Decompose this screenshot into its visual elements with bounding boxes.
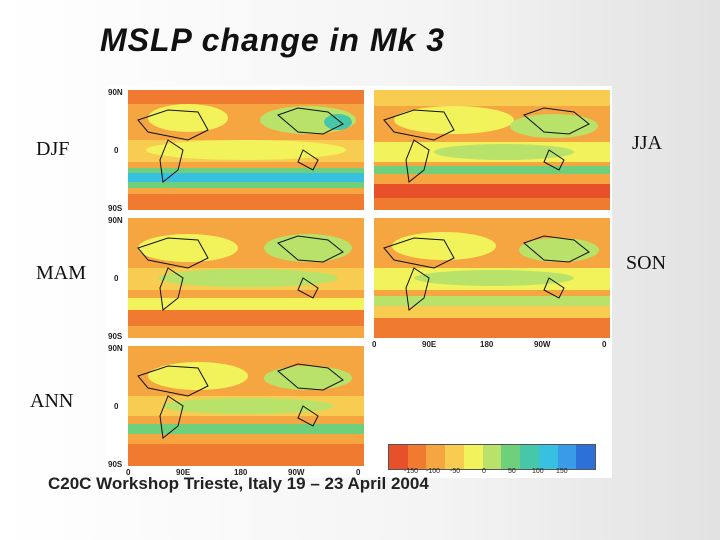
lon-label: 90E [176, 468, 191, 477]
lon-label: 90W [288, 468, 305, 477]
legend-tick: -150 [404, 468, 419, 475]
lat-label: 90S [108, 460, 123, 469]
legend-swatch [407, 445, 427, 469]
map-panels: 90N 0 90S 90N 0 90S 90N 0 90S 0 90E 180 … [106, 86, 612, 478]
lat-label: 90N [108, 216, 123, 225]
legend-swatch [389, 445, 408, 469]
lat-label: 90N [108, 344, 123, 353]
legend-swatch [557, 445, 577, 469]
lon-label: 90E [422, 340, 437, 349]
map-ann [128, 346, 364, 466]
legend-tick: 100 [532, 468, 544, 475]
lat-label: 0 [114, 146, 119, 155]
legend-tick: -100 [426, 468, 441, 475]
legend-tick: -50 [450, 468, 461, 475]
lon-label: 0 [356, 468, 361, 477]
color-legend [388, 444, 596, 470]
label-ann: ANN [30, 390, 74, 412]
legend-tick: 0 [482, 468, 486, 475]
map-son [374, 218, 610, 338]
legend-swatch [501, 445, 521, 469]
lon-label: 180 [234, 468, 248, 477]
lat-label: 0 [114, 274, 119, 283]
lon-label: 0 [126, 468, 131, 477]
legend-swatch [445, 445, 464, 469]
slide-title: MSLP change in Mk 3 [100, 22, 445, 58]
lon-label: 0 [602, 340, 607, 349]
legend-swatch [426, 445, 446, 469]
label-djf: DJF [36, 138, 70, 160]
lat-label: 90N [108, 88, 123, 97]
lon-label: 180 [480, 340, 494, 349]
label-son: SON [626, 252, 667, 274]
lat-label: 90S [108, 332, 123, 341]
legend-swatch [576, 445, 596, 469]
legend-swatch [538, 445, 558, 469]
label-jja: JJA [632, 132, 663, 154]
legend-swatch [520, 445, 539, 469]
lon-label: 0 [372, 340, 377, 349]
map-djf [128, 90, 364, 210]
map-jja [374, 90, 610, 210]
lon-label: 90W [534, 340, 551, 349]
lat-label: 0 [114, 402, 119, 411]
footer-text: C20C Workshop Trieste, Italy 19 – 23 Apr… [48, 474, 429, 493]
legend-tick: 50 [508, 468, 516, 475]
legend-tick: 150 [556, 468, 568, 475]
lat-label: 90S [108, 204, 123, 213]
label-mam: MAM [36, 262, 87, 284]
map-mam [128, 218, 364, 338]
legend-swatch [482, 445, 502, 469]
legend-swatch [463, 445, 483, 469]
